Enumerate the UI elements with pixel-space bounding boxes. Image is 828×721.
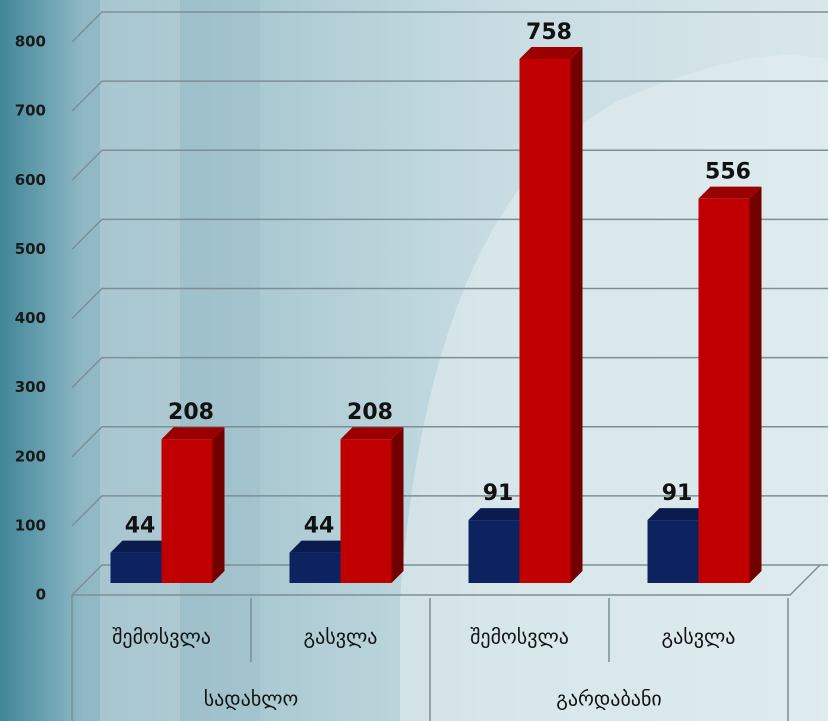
bar-side (212, 427, 225, 583)
grid-line (71, 149, 828, 181)
bar-top (698, 186, 762, 199)
grid-line (71, 287, 828, 320)
bar-top (519, 47, 583, 60)
bar (110, 552, 162, 583)
grid-line (71, 356, 828, 389)
x-tick-label: გასვლა (304, 625, 378, 649)
bar (468, 520, 520, 583)
y-tick-label: 500 (15, 240, 46, 258)
bar (289, 552, 341, 583)
bar-side (570, 47, 583, 584)
grid-line (71, 11, 828, 43)
bar-top (340, 427, 404, 440)
value-label: 208 (168, 400, 214, 425)
bar-top (647, 508, 711, 521)
x-tick-label: შემოსვლა (470, 625, 569, 649)
plot: 0 100 200 300 400 500 600 700 800 შემოსვლა 44 208 გა… (15, 11, 828, 721)
y-tick-label: 200 (15, 447, 46, 465)
value-label: 556 (705, 160, 751, 185)
group-label: სადახლო (204, 687, 299, 711)
bar-side (749, 186, 762, 584)
x-tick-label: შემოსვლა (112, 625, 211, 649)
bar (647, 520, 699, 583)
bar (340, 439, 392, 583)
bar-top (161, 427, 225, 440)
grid-line (71, 564, 828, 596)
value-label: 44 (125, 514, 156, 539)
grid-line (71, 426, 828, 458)
bar (519, 59, 571, 584)
group-label: გარდაბანი (556, 687, 662, 711)
y-tick-label: 100 (15, 516, 46, 534)
y-tick-label: 400 (15, 309, 46, 327)
value-label: 208 (347, 400, 393, 425)
value-label: 758 (526, 20, 572, 45)
bg-column (100, 0, 180, 721)
grid-line (71, 218, 828, 250)
bar (698, 198, 750, 584)
bar-side (391, 427, 404, 583)
bar-top (468, 508, 532, 521)
bar-top (289, 540, 353, 553)
y-tick-label: 600 (15, 171, 46, 189)
value-label: 44 (304, 514, 335, 539)
y-tick-label: 0 (36, 586, 46, 604)
grid-line (71, 80, 828, 112)
bar-top (110, 540, 174, 553)
y-tick-label: 300 (15, 378, 46, 396)
y-tick-label: 700 (15, 102, 46, 120)
y-tick-label: 800 (15, 33, 46, 51)
x-tick-label: გასვლა (662, 625, 736, 649)
value-label: 91 (662, 481, 693, 506)
value-label: 91 (483, 481, 514, 506)
grid-line (71, 495, 828, 527)
bg-column (180, 0, 260, 721)
floor-edge (72, 564, 821, 596)
bar (161, 439, 213, 583)
